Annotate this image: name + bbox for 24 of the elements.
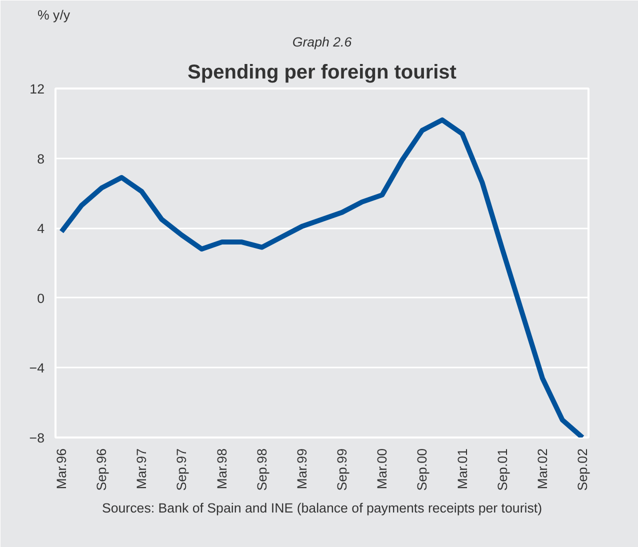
y-tick-label: −8	[29, 430, 45, 446]
source-note: Sources: Bank of Spain and INE (balance of payments receipts per tourist)	[102, 500, 542, 516]
x-tick-label: Sep.99	[334, 448, 350, 491]
y-tick-label: 0	[37, 290, 45, 306]
x-tick-label: Sep.01	[494, 448, 510, 491]
x-tick-label: Mar.98	[214, 448, 230, 490]
x-tick-label: Sep.97	[174, 448, 190, 491]
x-tick-label: Mar.00	[374, 448, 390, 490]
x-tick-label: Mar.97	[134, 448, 150, 490]
x-tick-label: Sep.00	[414, 448, 430, 491]
y-tick-label: 8	[37, 151, 45, 166]
x-tick-label: Mar.96	[54, 448, 70, 490]
y-tick-label: 12	[30, 82, 45, 96]
chart-subtitle: Graph 2.6	[292, 34, 352, 50]
x-tick-label: Sep.96	[94, 448, 110, 491]
y-axis-title: % y/y	[38, 8, 70, 22]
chart-title: Spending per foreign tourist	[188, 62, 457, 84]
x-tick-label: Sep.02	[574, 448, 590, 491]
y-tick-label: 4	[37, 221, 46, 236]
x-tick-label: Mar.02	[534, 448, 550, 490]
x-tick-label: Mar.01	[454, 448, 470, 490]
x-tick-label: Mar.99	[294, 448, 310, 490]
x-tick-label: Sep.98	[254, 448, 270, 491]
y-tick-label: −4	[29, 360, 46, 376]
